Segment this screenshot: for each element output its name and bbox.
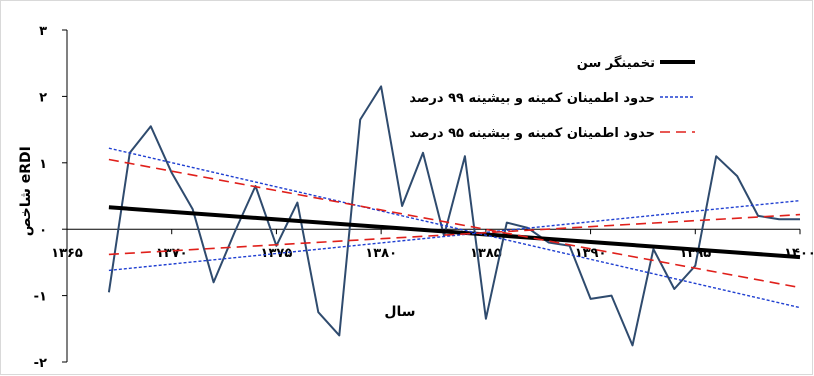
legend-label: حدود اطمینان کمینه و بیشینه ۹۹ درصد — [409, 91, 655, 106]
estimator-trend-line — [108, 205, 801, 260]
x-tick-label: ۱۳۸۵ — [470, 246, 502, 261]
y-tick-label: -۱ — [34, 290, 47, 305]
y-tick-label: ۱ — [39, 157, 47, 172]
series-3-bound-1-line — [108, 213, 801, 256]
series-2-bound-1-line — [108, 199, 801, 272]
x-axis-title: سال — [384, 304, 415, 320]
series-2-bound-0-line — [108, 147, 801, 309]
y-tick-label: -۲ — [34, 356, 47, 371]
x-tick-label: ۱۳۷۵ — [261, 246, 293, 261]
y-tick-label: ۰ — [39, 223, 47, 238]
series-3-bound-0-line — [108, 158, 801, 289]
y-axis-title: شاخص eRDI — [18, 146, 34, 236]
legend-label: حدود اطمینان کمینه و بیشینه ۹۵ درصد — [409, 126, 655, 141]
x-tick-label: ۱۳۶۵ — [51, 246, 83, 261]
legend-label: تخمینگر سن — [577, 55, 655, 71]
x-tick-label: ۱۳۸۰ — [365, 246, 397, 261]
eRDI-series-line — [107, 85, 800, 347]
x-tick-label: ۱۳۷۰ — [156, 246, 188, 261]
y-tick-label: ۲ — [39, 90, 47, 105]
y-tick-label: ۳ — [39, 24, 47, 39]
